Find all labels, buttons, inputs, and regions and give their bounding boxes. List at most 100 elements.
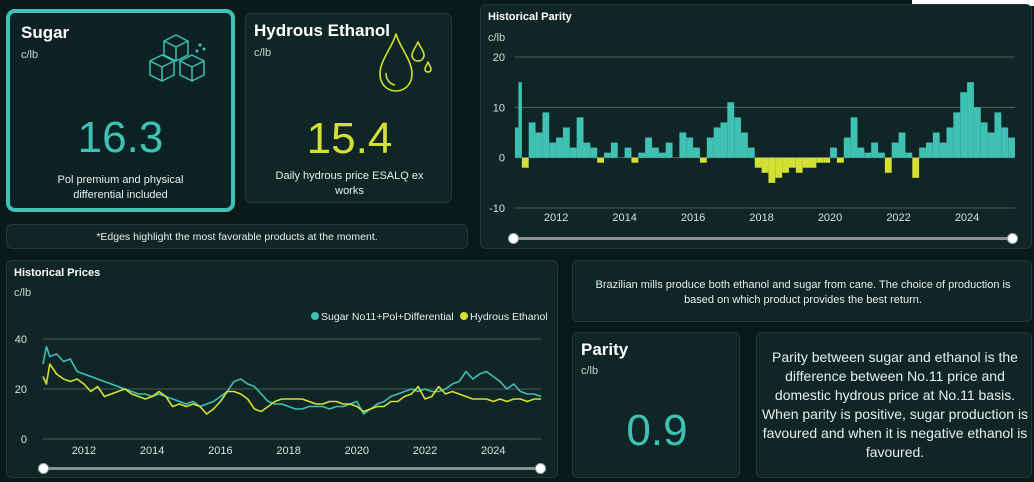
parity-area-segment	[597, 157, 605, 163]
parity-area-segment	[569, 147, 577, 158]
legend-sugar-label: Sugar No11+Pol+Differential	[321, 311, 454, 323]
legend-ethanol[interactable]: Hydrous Ethanol	[460, 311, 548, 323]
legend-ethanol-label: Hydrous Ethanol	[470, 311, 548, 323]
parity-x-tick: 2022	[886, 212, 910, 224]
parity-area-segment	[898, 132, 906, 158]
parity-area-segment	[699, 157, 707, 163]
prices-range-track[interactable]	[43, 467, 541, 470]
parity-area-segment	[973, 107, 981, 158]
parity-area-segment	[843, 137, 851, 158]
parity-area-segment	[939, 142, 947, 158]
parity-area-segment	[788, 157, 796, 168]
parity-area-segment	[782, 157, 789, 173]
parity-x-tick: 2024	[955, 212, 979, 224]
ethanol-drops-icon	[374, 28, 446, 94]
parity-area-segment	[515, 127, 519, 158]
sugar-price-value: 16.3	[77, 113, 164, 162]
mills-text: Brazilian mills produce both ethanol and…	[595, 279, 1011, 306]
sugar-cubes-icon	[142, 27, 216, 89]
sugar-card: Sugar c/lb 16.3 Pol premium and physical…	[6, 9, 235, 212]
parity-area-segment	[720, 122, 728, 158]
ethanol-unit: c/lb	[254, 47, 272, 59]
sugar-title: Sugar	[21, 23, 70, 42]
prices-y-tick: 40	[15, 334, 27, 346]
parity-area-segment	[542, 112, 550, 158]
parity-area-segment	[884, 157, 892, 173]
parity-range-track[interactable]	[513, 237, 1013, 240]
prices-chart-unit: c/lb	[14, 287, 32, 299]
parity-area-segment	[590, 147, 598, 158]
mills-text-box: Brazilian mills produce both ethanol and…	[572, 260, 1032, 322]
parity-chart-card: Historical Parity c/lb 20 10 0 -10 2012 2014 2…	[480, 4, 1032, 249]
parity-area-segment	[741, 132, 748, 158]
parity-area-segment	[556, 137, 563, 158]
legend-ethanol-dot	[460, 312, 468, 320]
parity-area-segment	[665, 142, 673, 158]
parity-value: 0.9	[626, 406, 688, 455]
parity-area-segment	[1008, 137, 1015, 158]
sugar-unit: c/lb	[21, 49, 39, 61]
prices-x-tick: 2012	[72, 445, 96, 457]
parity-area-segment	[775, 157, 783, 178]
parity-area-segment	[583, 142, 591, 158]
parity-area-segment	[535, 132, 543, 158]
parity-area-segment	[864, 152, 872, 158]
prices-chart-card: Historical Prices c/lb Sugar No11+Pol+Di…	[6, 260, 558, 478]
parity-area-segment	[823, 157, 831, 163]
sugar-description: Pol premium and physical differential in…	[57, 174, 184, 201]
parity-x-tick: 2018	[749, 212, 773, 224]
parity-area-segment	[871, 142, 879, 158]
parity-area-segment	[768, 157, 776, 183]
parity-range-start-handle[interactable]	[508, 233, 519, 244]
parity-chart-title: Historical Parity	[488, 11, 572, 23]
parity-area-segment	[518, 82, 522, 158]
parity-x-tick: 2012	[544, 212, 568, 224]
ethanol-price-line	[42, 363, 541, 415]
parity-area-segment	[686, 137, 694, 158]
prices-x-tick: 2020	[345, 445, 369, 457]
parity-area-segment	[809, 157, 817, 168]
parity-area-segment	[946, 127, 954, 158]
prices-x-tick: 2024	[481, 445, 505, 457]
parity-area-segment	[850, 117, 858, 158]
parity-area-segment	[679, 132, 687, 158]
parity-area-segment	[987, 132, 995, 158]
parity-area-segment	[754, 157, 762, 168]
parity-y-tick: -10	[489, 203, 505, 215]
parity-card: Parity c/lb 0.9	[572, 332, 740, 478]
prices-y-tick: 0	[21, 434, 27, 446]
edges-note: *Edges highlight the most favorable prod…	[96, 231, 378, 243]
ethanol-description: Daily hydrous price ESALQ ex works	[275, 170, 424, 197]
parity-area-segment	[706, 137, 714, 158]
parity-area-segment	[693, 147, 700, 158]
top-right-button[interactable]	[912, 0, 1034, 6]
prices-range-start-handle[interactable]	[38, 463, 49, 474]
parity-area-segment	[1001, 127, 1009, 158]
parity-area-segment	[562, 127, 570, 158]
parity-area-segment	[795, 157, 803, 173]
parity-area-segment	[651, 147, 659, 158]
parity-area-segment	[549, 142, 557, 158]
ethanol-price-value: 15.4	[306, 114, 393, 163]
edges-note-box: *Edges highlight the most favorable prod…	[6, 224, 468, 249]
parity-area-segment	[576, 117, 584, 158]
parity-card-unit: c/lb	[581, 365, 599, 377]
parity-area-segment	[912, 157, 920, 178]
prices-x-tick: 2022	[413, 445, 437, 457]
parity-x-tick: 2020	[818, 212, 842, 224]
parity-area-segment	[761, 157, 769, 173]
parity-area-segment	[610, 142, 618, 158]
parity-range-end-handle[interactable]	[1007, 233, 1018, 244]
parity-area-segment	[658, 152, 666, 158]
parity-area-segment	[816, 157, 824, 163]
parity-explanation: Parity between sugar and ethanol is the …	[761, 349, 1029, 460]
parity-area-segment	[836, 157, 844, 163]
sugar-price-line	[42, 345, 542, 415]
prices-range-end-handle[interactable]	[535, 463, 546, 474]
parity-area-segment	[857, 147, 865, 158]
parity-area-segment	[631, 157, 639, 163]
legend-sugar[interactable]: Sugar No11+Pol+Differential	[311, 311, 454, 323]
parity-chart-unit: c/lb	[488, 32, 506, 44]
parity-chart: 20 10 0 -10 2012 2014 2016 2018 2020 2022 2024	[489, 52, 1015, 224]
parity-explanation-box: Parity between sugar and ethanol is the …	[756, 332, 1032, 478]
